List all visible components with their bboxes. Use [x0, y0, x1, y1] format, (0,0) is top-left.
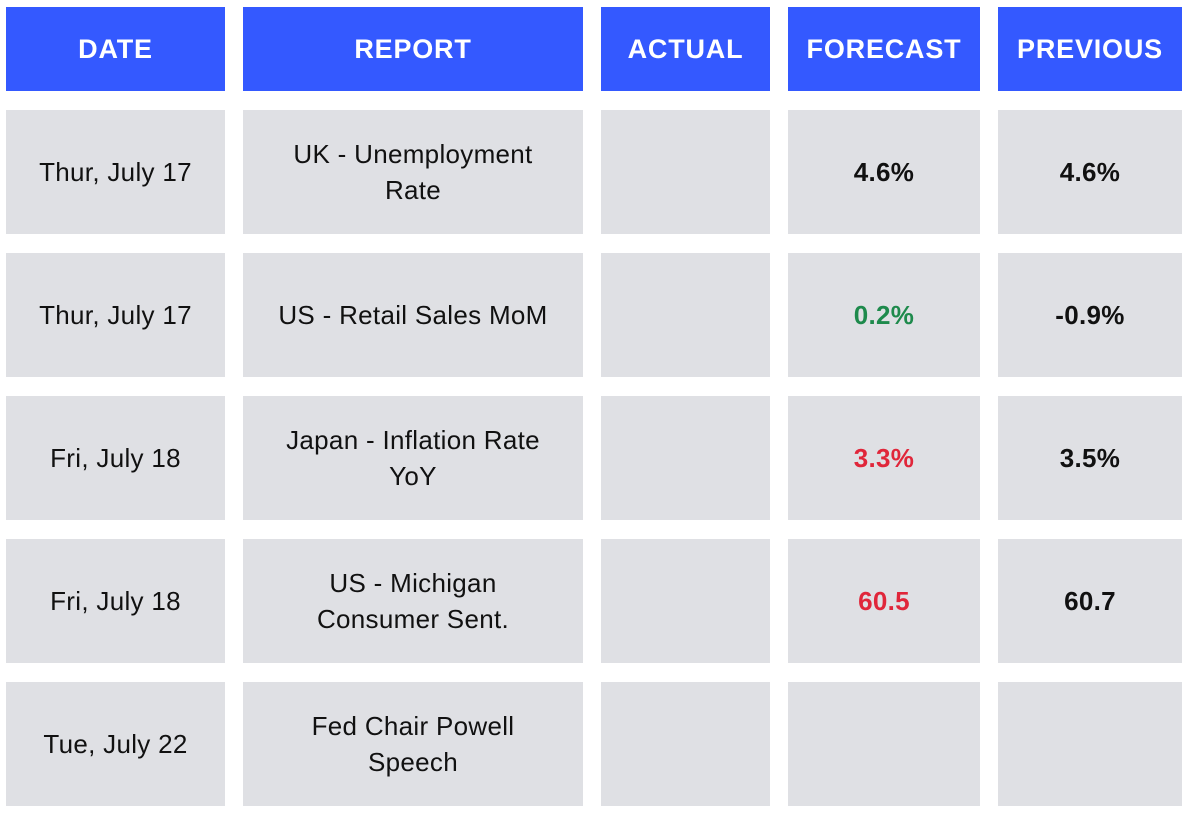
table-row-cell-date: Tue, July 22	[6, 682, 225, 806]
date-text: Thur, July 17	[39, 157, 192, 187]
table-row-cell-actual	[601, 110, 770, 234]
table-row-cell-actual	[601, 682, 770, 806]
header-forecast-label: FORECAST	[806, 34, 962, 64]
header-report: REPORT	[243, 7, 583, 91]
forecast-value: 60.5	[858, 586, 910, 616]
table-row-cell-forecast: 4.6%	[788, 110, 980, 234]
table-row-cell-report: Japan - Inflation Rate YoY	[243, 396, 583, 520]
date-text: Fri, July 18	[50, 586, 181, 616]
report-text: Japan - Inflation Rate YoY	[286, 425, 540, 491]
header-previous: PREVIOUS	[998, 7, 1182, 91]
header-actual-label: ACTUAL	[627, 34, 744, 64]
table-row-cell-actual	[601, 539, 770, 663]
previous-value: -0.9%	[1055, 300, 1125, 330]
table-row-cell-report: UK - Unemployment Rate	[243, 110, 583, 234]
table-row-cell-report: US - Michigan Consumer Sent.	[243, 539, 583, 663]
report-text: Fed Chair Powell Speech	[311, 711, 515, 777]
table-row-cell-date: Thur, July 17	[6, 253, 225, 377]
table-row-cell-actual	[601, 396, 770, 520]
report-text: UK - Unemployment Rate	[293, 139, 533, 205]
table-row-cell-forecast: 0.2%	[788, 253, 980, 377]
table-row-cell-date: Fri, July 18	[6, 539, 225, 663]
previous-value: 3.5%	[1059, 443, 1121, 473]
table-row-cell-forecast	[788, 682, 980, 806]
table-row-cell-forecast: 60.5	[788, 539, 980, 663]
table-row-cell-actual	[601, 253, 770, 377]
table-row-cell-previous	[998, 682, 1182, 806]
forecast-value: 3.3%	[853, 443, 915, 473]
table-row-cell-previous: 4.6%	[998, 110, 1182, 234]
table-row-cell-previous: -0.9%	[998, 253, 1182, 377]
date-text: Thur, July 17	[39, 300, 192, 330]
table-row-cell-previous: 3.5%	[998, 396, 1182, 520]
table-row-cell-forecast: 3.3%	[788, 396, 980, 520]
forecast-value: 0.2%	[853, 300, 915, 330]
header-previous-label: PREVIOUS	[1017, 34, 1163, 64]
table-row-cell-date: Thur, July 17	[6, 110, 225, 234]
previous-value: 4.6%	[1059, 157, 1121, 187]
date-text: Fri, July 18	[50, 443, 181, 473]
previous-value: 60.7	[1064, 586, 1116, 616]
report-text: US - Michigan Consumer Sent.	[316, 568, 510, 634]
table-row-cell-report: US - Retail Sales MoM	[243, 253, 583, 377]
table-row-cell-report: Fed Chair Powell Speech	[243, 682, 583, 806]
header-report-label: REPORT	[354, 34, 472, 64]
report-text: US - Retail Sales MoM	[278, 300, 548, 330]
header-actual: ACTUAL	[601, 7, 770, 91]
date-text: Tue, July 22	[43, 729, 188, 759]
header-date-label: DATE	[78, 34, 153, 64]
forecast-value: 4.6%	[853, 157, 915, 187]
header-forecast: FORECAST	[788, 7, 980, 91]
table-row-cell-previous: 60.7	[998, 539, 1182, 663]
table-row-cell-date: Fri, July 18	[6, 396, 225, 520]
header-date: DATE	[6, 7, 225, 91]
